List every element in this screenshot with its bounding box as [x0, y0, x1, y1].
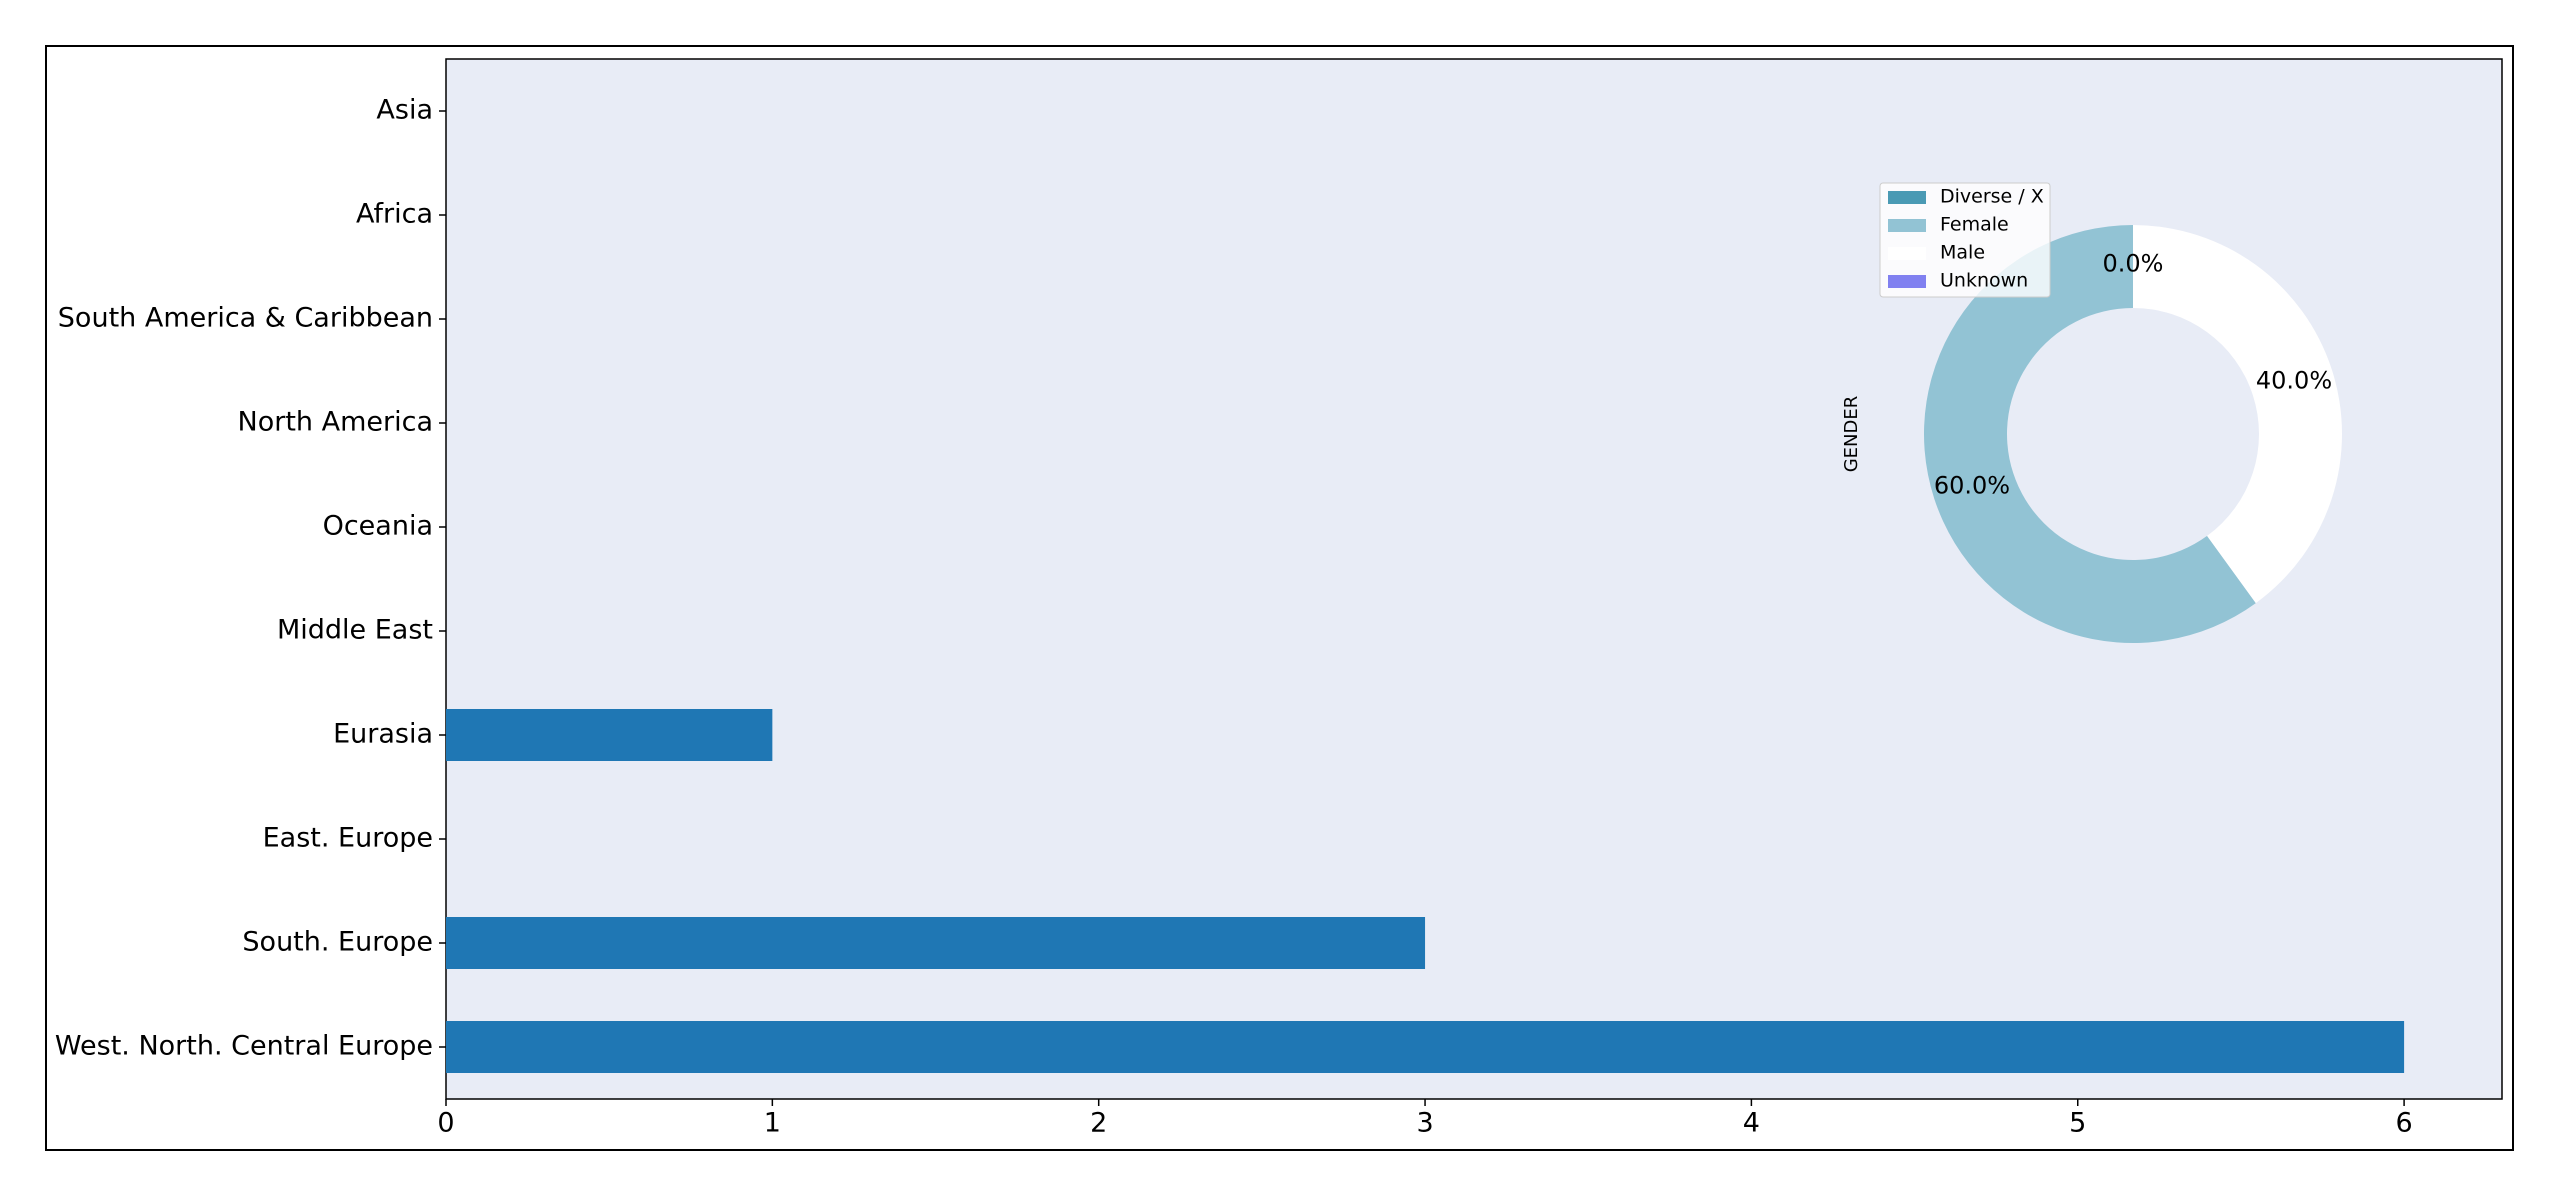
pie-label: 0.0% — [2103, 250, 2164, 278]
bar — [446, 917, 1426, 969]
x-tick-label: 5 — [2069, 1108, 2086, 1139]
y-tick-label: Oceania — [323, 511, 433, 542]
legend-swatch — [1888, 275, 1926, 288]
bar — [446, 1021, 2405, 1073]
y-tick-label: West. North. Central Europe — [55, 1031, 433, 1062]
y-tick-label: South America & Caribbean — [58, 303, 433, 334]
y-tick-label: Middle East — [277, 615, 433, 646]
legend-label: Unknown — [1940, 270, 2028, 292]
pie-slice — [1923, 225, 2256, 644]
y-tick-label: North America — [238, 407, 433, 438]
legend-swatch — [1888, 219, 1926, 232]
legend-label: Diverse / X — [1940, 186, 2044, 208]
legend-swatch — [1888, 247, 1926, 260]
pie-ylabel: GENDER — [1841, 396, 1862, 473]
x-tick-label: 0 — [437, 1108, 454, 1139]
y-tick-label: Eurasia — [333, 719, 433, 750]
x-tick-label: 1 — [764, 1108, 781, 1139]
y-tick-label: Africa — [356, 199, 433, 230]
legend-label: Male — [1940, 242, 1985, 264]
x-tick-label: 3 — [1416, 1108, 1433, 1139]
x-tick-label: 6 — [2396, 1108, 2413, 1139]
pie-label: 40.0% — [2256, 367, 2332, 395]
pie-label: 60.0% — [1934, 471, 2010, 499]
x-tick-label: 2 — [1090, 1108, 1107, 1139]
x-tick-label: 4 — [1743, 1108, 1760, 1139]
bar — [446, 709, 773, 761]
legend-box — [1879, 182, 2051, 298]
legend-label: Female — [1940, 214, 2009, 236]
pie-slice — [2133, 225, 2342, 604]
y-tick-label: South. Europe — [242, 927, 433, 958]
y-tick-label: Asia — [376, 95, 433, 126]
legend-swatch — [1888, 191, 1926, 204]
y-tick-label: East. Europe — [263, 823, 433, 854]
